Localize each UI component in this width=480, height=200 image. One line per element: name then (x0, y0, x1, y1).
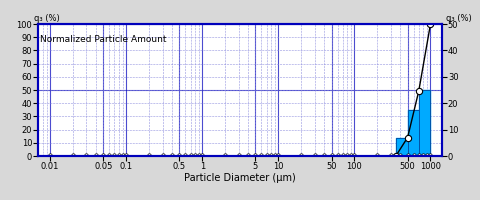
X-axis label: Particle Diameter (μm): Particle Diameter (μm) (184, 173, 296, 183)
Text: q₃ (%): q₃ (%) (445, 14, 471, 23)
Text: q₃ (%): q₃ (%) (35, 14, 60, 23)
Text: Normalized Particle Amount: Normalized Particle Amount (40, 35, 167, 44)
